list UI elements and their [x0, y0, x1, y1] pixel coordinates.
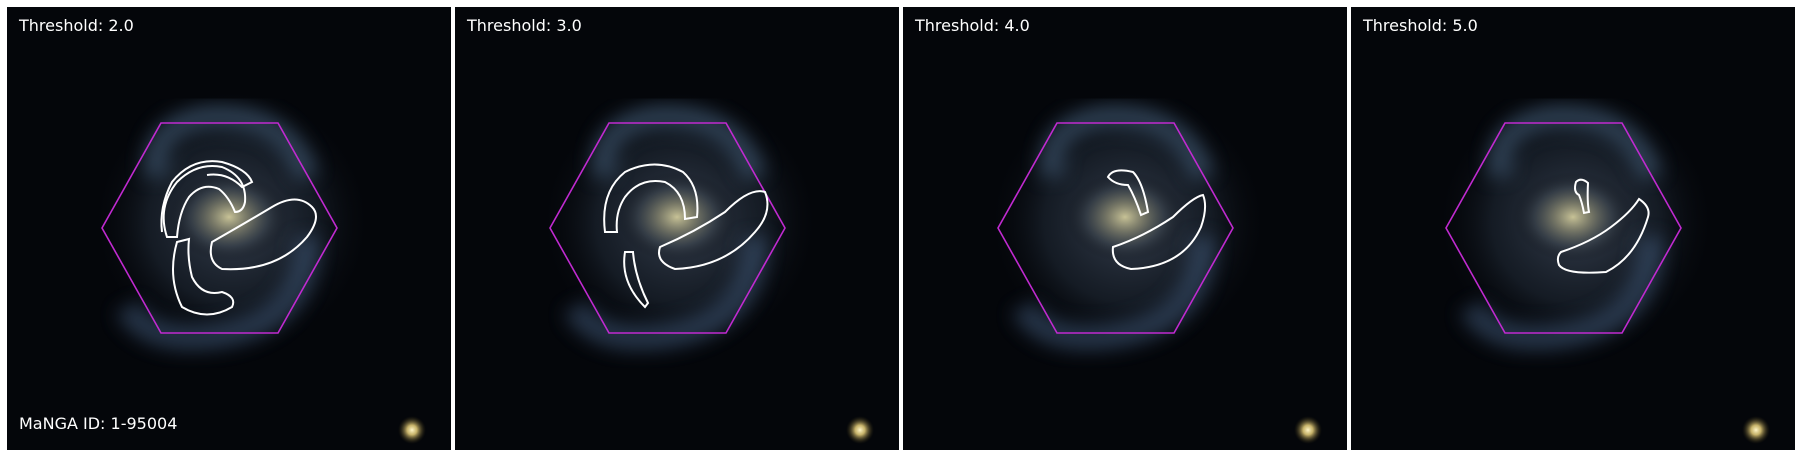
galaxy-panel-threshold-4: Threshold: 4.0: [903, 7, 1347, 450]
threshold-label: Threshold: 4.0: [915, 16, 1030, 35]
threshold-label: Threshold: 3.0: [467, 16, 582, 35]
galaxy-image: [455, 7, 899, 450]
manga-id-label: MaNGA ID: 1-95004: [19, 414, 178, 433]
galaxy-panel-threshold-5: Threshold: 5.0: [1351, 7, 1795, 450]
threshold-label: Threshold: 2.0: [19, 16, 134, 35]
galaxy-image: [903, 7, 1347, 450]
galaxy-panel-threshold-3: Threshold: 3.0: [455, 7, 899, 450]
galaxy-image: [1351, 7, 1795, 450]
galaxy-panel-threshold-2: Threshold: 2.0 MaNGA ID: 1-95004: [7, 7, 451, 450]
threshold-label: Threshold: 5.0: [1363, 16, 1478, 35]
galaxy-image: [7, 7, 451, 450]
